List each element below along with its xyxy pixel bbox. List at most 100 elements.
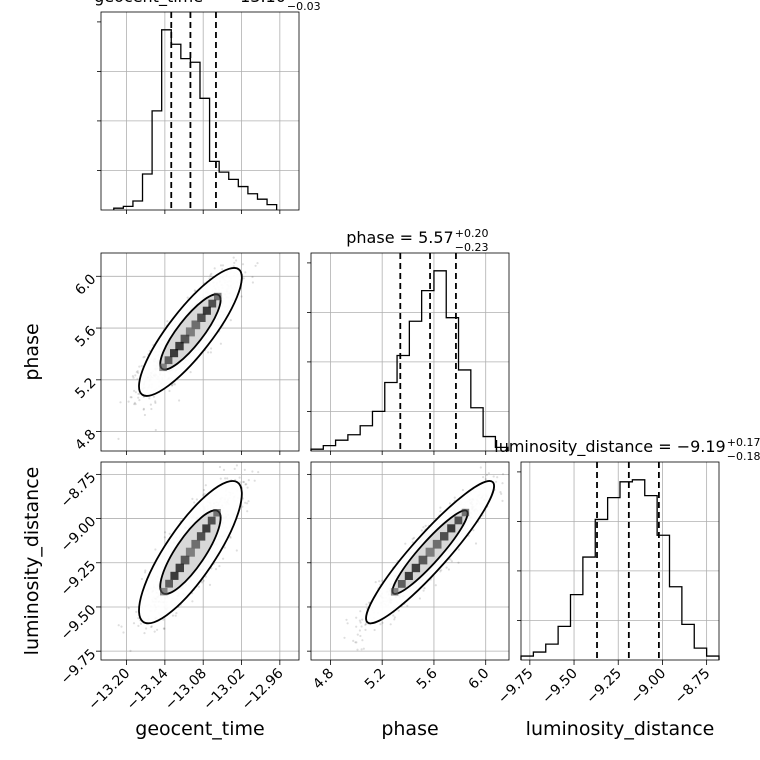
density-cell [447,524,456,533]
sample-point [226,477,229,480]
sample-point [424,524,427,528]
sample-point [137,617,140,620]
sample-point [240,295,243,298]
density-cell [214,292,222,301]
sample-point [213,267,216,270]
sample-point [485,473,488,476]
sample-point [487,472,490,475]
title-phase: phase = 5.57 [346,228,453,247]
sample-point [484,478,487,481]
density-cell [390,588,399,596]
sample-point [219,477,222,480]
sample-point [358,619,361,622]
sample-point [132,622,136,625]
density-cell [180,334,190,344]
density-cell [160,587,168,596]
sample-point [171,614,175,617]
density-cell [208,299,217,308]
xlabel-phase: phase [381,718,438,740]
sample-point [457,561,460,564]
xtick-label-geocent_time: −12.96 [239,665,287,713]
sample-point [133,401,136,404]
histogram-geocent_time [113,29,278,210]
ytick-label-luminosity_distance: −9.50 [58,602,100,644]
sample-point [482,476,485,479]
sample-point [422,526,425,529]
sample-point [178,399,181,402]
sample-point [359,621,362,624]
sample-point [440,569,443,572]
sample-point [210,272,213,275]
xtick-label-geocent_time: −13.08 [162,666,210,714]
xtick-label-phase: 5.2 [362,666,389,693]
sample-point [242,277,245,280]
sample-point [242,480,245,483]
xtick-label-luminosity_distance: −9.00 [628,666,670,708]
title-luminosity_distance-minus: −0.18 [727,450,760,463]
sample-point [148,397,151,400]
sample-point [251,281,254,284]
sample-point [246,486,249,489]
sample-point [170,384,174,387]
sample-point [175,612,178,615]
sample-point [253,479,256,482]
xtick-label-phase: 4.8 [310,666,337,693]
ytick-label-luminosity_distance: −9.75 [58,646,100,688]
density-cell [185,547,195,557]
sample-point [356,648,359,651]
sample-point [195,498,198,501]
sample-point [154,548,157,551]
sample-point [120,625,123,628]
sample-point [229,536,232,539]
density-cell [197,313,206,322]
sample-point [191,497,194,500]
sample-point [492,475,495,478]
sample-point [422,589,425,592]
sample-point [361,618,364,621]
sample-point [131,375,134,378]
sample-point [138,399,141,402]
sample-point [500,492,503,495]
sample-point [235,549,238,552]
sample-point [163,627,166,630]
sample-point [362,647,365,650]
title-luminosity_distance-plus: +0.17 [727,436,760,449]
sample-point [154,400,157,403]
sample-point [393,618,396,621]
xtick-label-luminosity_distance: −9.75 [495,666,537,708]
hist-panel-luminosity_distance [517,461,720,661]
sample-point [150,625,153,629]
sample-point [439,570,442,573]
sample-point [119,401,122,404]
title-geocent_time-minus: −0.03 [287,0,321,13]
sample-point [127,607,130,610]
sample-point [445,566,448,569]
sample-point [209,274,212,277]
sample-point [129,649,132,653]
sample-point [164,531,167,534]
sample-point [133,389,136,392]
density-cell [170,571,179,580]
sample-point [239,481,242,484]
sample-point [150,625,153,628]
sample-point [404,542,407,545]
sample-point [133,403,136,406]
sample-point [127,400,130,403]
sample-point [355,641,358,644]
sample-point [117,624,120,627]
sample-point [136,370,139,373]
sample-point [134,391,137,394]
sample-point [389,623,392,626]
density-cell [191,320,201,330]
sample-point [381,621,384,624]
sample-point [222,468,226,471]
sample-point [457,548,460,551]
density-cell [461,508,470,517]
sample-point [162,627,165,630]
sample-point [208,583,212,587]
sample-point [154,428,157,432]
plot-layer [97,11,720,661]
sample-point [439,510,442,513]
sample-point [202,488,205,492]
sample-point [364,622,367,626]
